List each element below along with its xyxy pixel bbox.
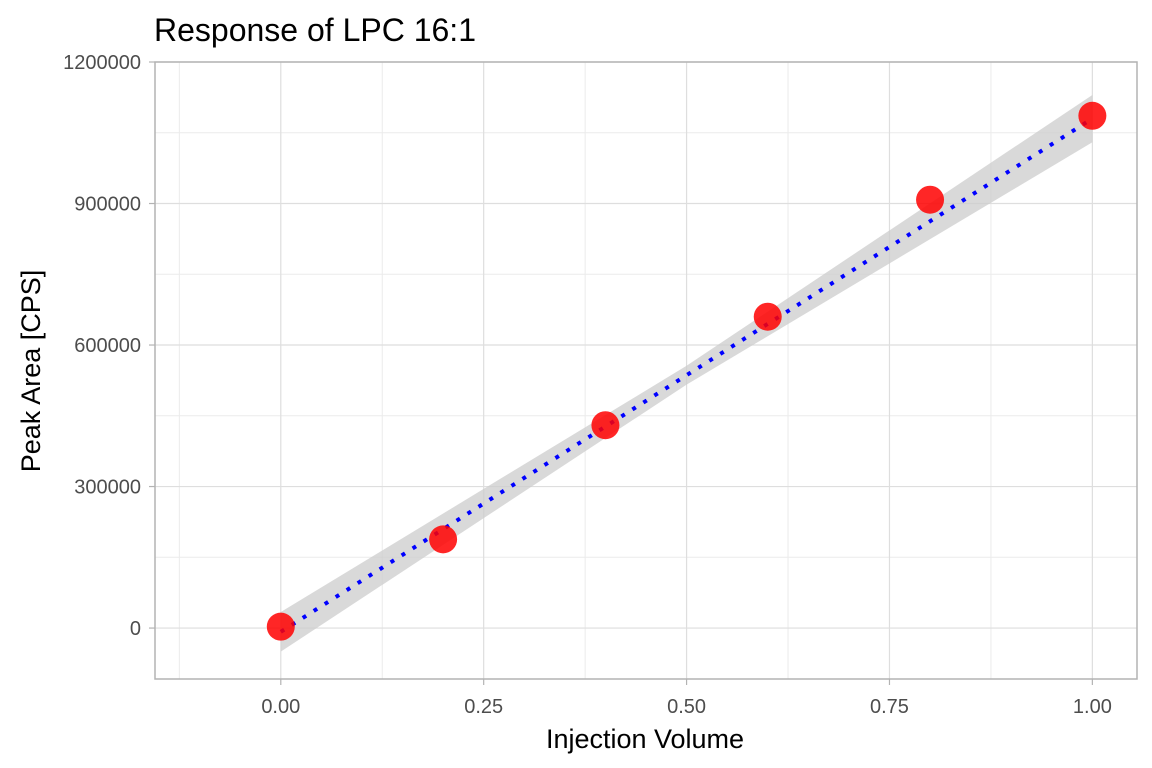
x-tick-label: 0.00	[261, 696, 300, 718]
y-tick-label: 300000	[74, 477, 141, 499]
x-axis-title: Injection Volume	[546, 724, 744, 754]
x-tick-label: 1.00	[1073, 696, 1112, 718]
grid-major	[155, 61, 1137, 679]
data-point	[429, 525, 458, 554]
data-point	[916, 185, 945, 214]
plot-border	[154, 61, 1138, 680]
y-axis-title: Peak Area [CPS]	[16, 270, 46, 473]
x-axis-ticks: 0.00 0.25 0.50 0.75 1.00	[261, 679, 1112, 718]
grid-minor	[155, 62, 1137, 679]
data-point	[266, 612, 295, 641]
y-tick-label: 1200000	[63, 52, 141, 74]
y-tick-label: 600000	[74, 335, 141, 357]
data-points	[266, 101, 1107, 641]
x-tick-label: 0.25	[464, 696, 503, 718]
y-tick-label: 900000	[74, 194, 141, 216]
chart-title: Response of LPC 16:1	[154, 12, 476, 48]
y-tick-label: 0	[130, 618, 141, 640]
x-tick-label: 0.50	[667, 696, 706, 718]
data-point	[753, 302, 782, 331]
data-point	[591, 411, 620, 440]
y-axis-ticks: 0 300000 600000 900000 1200000	[63, 52, 155, 640]
x-tick-label: 0.75	[870, 696, 909, 718]
data-point	[1078, 101, 1107, 130]
